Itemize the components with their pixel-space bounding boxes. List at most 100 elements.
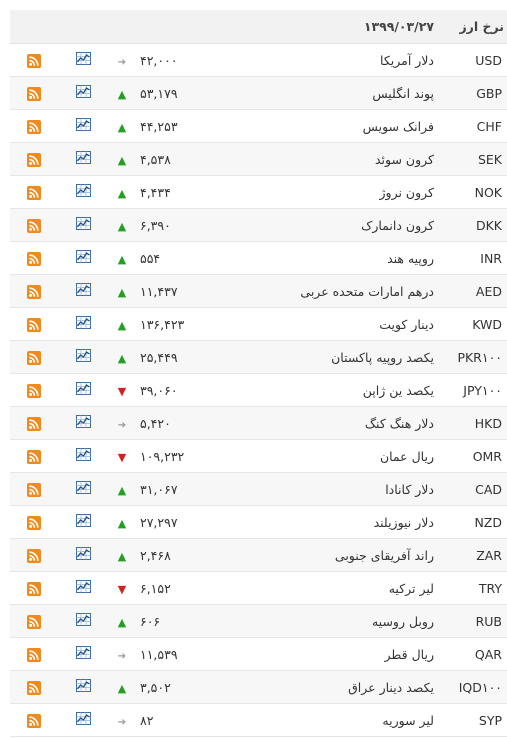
rss-icon[interactable] <box>27 449 41 464</box>
chart-icon[interactable] <box>75 85 91 101</box>
rss-icon[interactable] <box>27 614 41 629</box>
rss-icon[interactable] <box>27 581 41 596</box>
rss-icon[interactable] <box>27 416 41 431</box>
currency-code-cell: PKR۱۰۰ <box>438 341 507 374</box>
arrow-up-icon: ▲ <box>117 483 127 497</box>
rss-icon[interactable] <box>27 713 41 728</box>
currency-name: دلار آمریکا <box>380 52 434 68</box>
chart-icon[interactable] <box>75 613 91 629</box>
rss-icon[interactable] <box>27 548 41 563</box>
chart-icon[interactable] <box>75 382 91 398</box>
rss-icon[interactable] <box>27 647 41 662</box>
trend-cell: ▲ <box>108 143 136 176</box>
trend-cell: ▲ <box>108 77 136 110</box>
currency-price: ۶,۳۹۰ <box>140 217 171 233</box>
chart-icon[interactable] <box>75 217 91 233</box>
arrow-up-icon: ▲ <box>117 318 127 332</box>
chart-icon[interactable] <box>75 184 91 200</box>
trend-cell: ▲ <box>108 275 136 308</box>
chart-icon[interactable] <box>75 712 91 728</box>
rss-icon[interactable] <box>27 53 41 68</box>
chart-icon[interactable] <box>75 679 91 695</box>
currency-price: ۴۲,۰۰۰ <box>140 52 178 68</box>
chart-icon[interactable] <box>75 118 91 134</box>
rss-icon[interactable] <box>27 284 41 299</box>
rss-icon[interactable] <box>27 152 41 167</box>
rss-icon[interactable] <box>27 680 41 695</box>
chart-icon[interactable] <box>75 52 91 68</box>
rss-cell <box>10 440 58 473</box>
chart-icon[interactable] <box>75 316 91 332</box>
trend-cell: ▼ <box>108 440 136 473</box>
trend-cell: ➔ <box>108 638 136 671</box>
currency-code: ZAR <box>476 547 502 563</box>
chart-icon[interactable] <box>75 415 91 431</box>
chart-icon[interactable] <box>75 646 91 662</box>
currency-code: NOK <box>474 184 502 200</box>
arrow-up-icon: ▲ <box>117 120 127 134</box>
table-row: CHF فرانک سویس ۴۴,۲۵۳ ▲ <box>10 110 507 143</box>
arrow-up-icon: ▲ <box>117 219 127 233</box>
table-row: HKD دلار هنگ کنگ ۵,۴۲۰ ➔ <box>10 406 507 440</box>
currency-price: ۱۳۶,۴۲۳ <box>140 316 185 332</box>
chart-icon[interactable] <box>75 580 91 596</box>
rss-icon[interactable] <box>27 185 41 200</box>
rss-icon[interactable] <box>27 119 41 134</box>
currency-price: ۵۵۴ <box>140 250 161 266</box>
rss-cell <box>10 143 58 176</box>
chart-icon[interactable] <box>75 514 91 530</box>
currency-code-cell: JPY۱۰۰ <box>438 374 507 407</box>
currency-price: ۴۴,۲۵۳ <box>140 118 178 134</box>
rss-icon[interactable] <box>27 515 41 530</box>
chart-icon[interactable] <box>75 250 91 266</box>
arrow-right-icon: ➔ <box>117 716 127 728</box>
chart-icon[interactable] <box>75 349 91 365</box>
rss-cell <box>10 407 58 440</box>
currency-price: ۴,۵۳۸ <box>140 151 171 167</box>
rss-cell <box>10 176 58 209</box>
rss-icon[interactable] <box>27 482 41 497</box>
currency-code: NZD <box>474 514 502 530</box>
chart-cell <box>58 704 108 737</box>
currency-code: OMR <box>472 448 502 464</box>
chart-icon[interactable] <box>75 283 91 299</box>
currency-rows: USD دلار آمریکا ۴۲,۰۰۰ ➔ <box>10 44 507 737</box>
rss-icon[interactable] <box>27 350 41 365</box>
rss-icon[interactable] <box>27 251 41 266</box>
rss-icon[interactable] <box>27 86 41 101</box>
chart-cell <box>58 407 108 440</box>
rss-cell <box>10 44 58 77</box>
chart-icon[interactable] <box>75 448 91 464</box>
table-row: AED درهم امارات متحده عربی ۱۱,۴۳۷ ▲ <box>10 274 507 308</box>
currency-code-cell: NZD <box>438 506 507 539</box>
chart-cell <box>58 341 108 374</box>
currency-name: دلار کانادا <box>385 481 434 497</box>
currency-price: ۵۳,۱۷۹ <box>140 85 178 101</box>
currency-name: درهم امارات متحده عربی <box>300 283 434 299</box>
chart-cell <box>58 143 108 176</box>
rss-icon[interactable] <box>27 218 41 233</box>
rss-cell <box>10 704 58 737</box>
currency-code: JPY۱۰۰ <box>463 382 502 398</box>
chart-icon[interactable] <box>75 547 91 563</box>
chart-icon[interactable] <box>75 151 91 167</box>
chart-cell <box>58 605 108 638</box>
table-row: NZD دلار نیوزیلند ۲۷,۲۹۷ ▲ <box>10 506 507 539</box>
arrow-up-icon: ▲ <box>117 153 127 167</box>
arrow-down-icon: ▼ <box>117 450 127 464</box>
rss-cell <box>10 638 58 671</box>
table-row: JPY۱۰۰ یکصد ین ژاپن ۳۹,۰۶۰ ▼ <box>10 374 507 407</box>
currency-name: لیر سوریه <box>382 712 434 728</box>
currency-price: ۶۰۶ <box>140 613 161 629</box>
currency-price: ۲۵,۴۴۹ <box>140 349 178 365</box>
trend-cell: ▲ <box>108 110 136 143</box>
chart-icon[interactable] <box>75 481 91 497</box>
currency-rates-table: نرخ ارز ۱۳۹۹/۰۳/۲۷ USD دلار آمریکا ۴۲,۰۰… <box>10 10 507 737</box>
rss-icon[interactable] <box>27 383 41 398</box>
currency-name: کرون دانمارک <box>361 217 434 233</box>
currency-code-cell: KWD <box>438 308 507 341</box>
trend-cell: ▲ <box>108 506 136 539</box>
table-row: SYP لیر سوریه ۸۲ ➔ <box>10 704 507 737</box>
rss-icon[interactable] <box>27 317 41 332</box>
table-row: SEK کرون سوئد ۴,۵۳۸ ▲ <box>10 142 507 176</box>
